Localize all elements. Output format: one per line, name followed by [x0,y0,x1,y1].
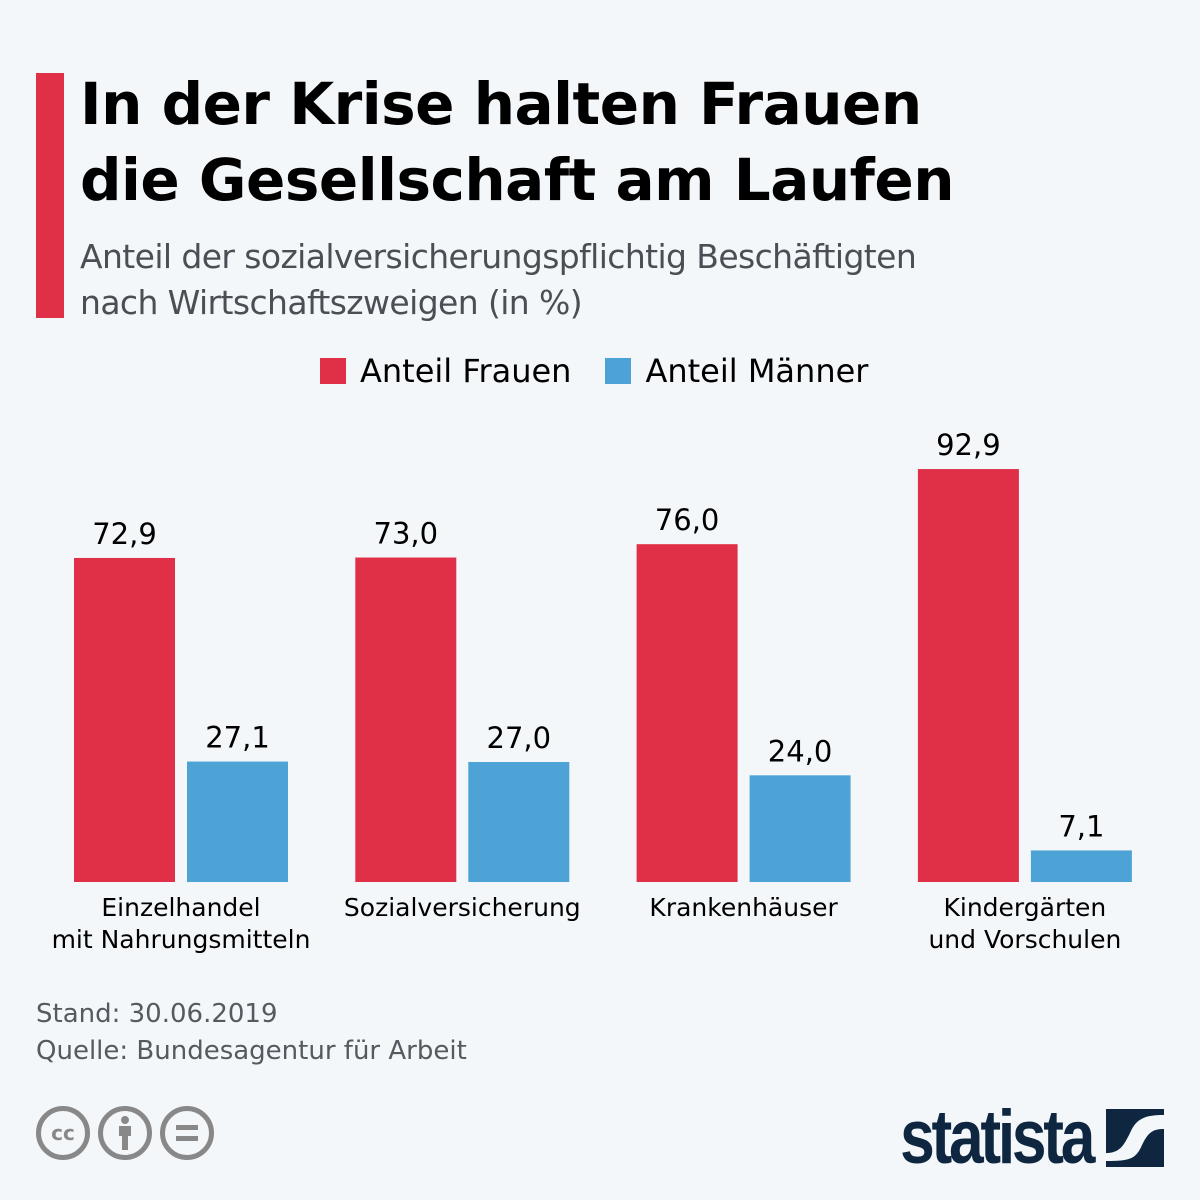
bar-frauen-1 [355,557,457,882]
cc-icon[interactable]: cc [36,1106,90,1160]
source-notes: Stand: 30.06.2019 Quelle: Bundesagentur … [36,996,467,1070]
data-label-maenner-2: 24,0 [768,734,833,768]
data-label-frauen-2: 76,0 [655,503,720,537]
bar-frauen-3 [917,469,1019,882]
license-icons: cc [36,1106,222,1160]
bar-maenner-1 [468,761,570,882]
data-label-maenner-1: 27,0 [487,721,552,755]
category-label-0-line-0: Einzelhandel [101,893,260,922]
bar-maenner-2 [749,775,851,882]
category-label-1-line-0: Sozialversicherung [344,893,581,922]
data-label-maenner-0: 27,1 [205,721,270,755]
subtitle-line-2: nach Wirtschaftszweigen (in %) [80,283,583,322]
category-label-3-line-0: Kindergärten [944,893,1107,922]
bar-frauen-2 [636,544,738,882]
legend-item-maenner: Anteil Männer [605,352,868,390]
data-label-maenner-3: 7,1 [1058,809,1104,843]
chart-title: In der Krise halten Frauen die Gesellsch… [80,66,955,218]
stand-note: Stand: 30.06.2019 [36,999,278,1029]
source-note: Quelle: Bundesagentur für Arbeit [36,1036,467,1066]
subtitle-line-1: Anteil der sozialversicherungspflichtig … [80,237,917,276]
legend-swatch-maenner [605,358,632,384]
category-label-2-line-0: Krankenhäuser [649,893,838,922]
data-label-frauen-0: 72,9 [92,517,157,551]
title-line-2: die Gesellschaft am Laufen [80,146,955,214]
no-derivatives-icon[interactable] [160,1106,214,1160]
legend: Anteil Frauen Anteil Männer [320,352,902,390]
attribution-icon[interactable] [98,1106,152,1160]
bar-frauen-0 [74,557,175,882]
statista-logo[interactable]: statista [858,1100,1164,1176]
legend-item-frauen: Anteil Frauen [320,352,571,390]
legend-label-frauen: Anteil Frauen [360,352,572,390]
category-label-0-line-1: mit Nahrungsmitteln [52,925,311,954]
data-label-frauen-3: 92,9 [936,428,1001,462]
legend-swatch-frauen [320,358,346,384]
chart-subtitle: Anteil der sozialversicherungspflichtig … [80,234,917,326]
title-line-1: In der Krise halten Frauen [80,70,922,138]
statista-wordmark: statista [900,1095,1095,1180]
legend-label-maenner: Anteil Männer [645,352,869,390]
title-accent-bar [36,73,64,318]
bar-maenner-3 [1030,850,1132,882]
category-label-3-line-1: und Vorschulen [928,925,1121,954]
bar-maenner-0 [187,761,288,882]
data-label-frauen-1: 73,0 [374,517,439,551]
bar-chart: 72,9 27,1 Einzelhandel mit Nahrungsmitteln 7… [52,428,1132,954]
statista-mark-icon [1106,1109,1164,1167]
